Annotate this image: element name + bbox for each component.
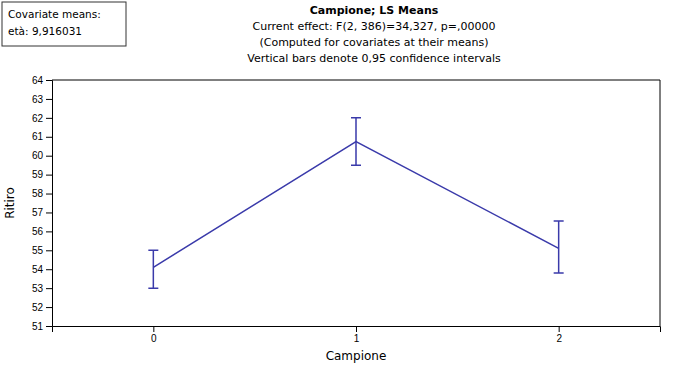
tick: 63: [32, 94, 52, 105]
plot: 0 1 2 51 52 53 54 55 56 57 58 59 60 61 62 63 64: [32, 75, 661, 344]
tick: 51: [32, 321, 52, 332]
y-axis-label: Ritiro: [3, 187, 17, 219]
tick-label: 59: [32, 169, 44, 180]
tick-label: 63: [32, 94, 44, 105]
tick-mark: [46, 99, 52, 100]
tick-mark: [46, 307, 52, 308]
tick-mark: [46, 175, 52, 176]
tick-label: 1: [354, 333, 360, 344]
tick-label: 53: [32, 283, 44, 294]
tick-label: 62: [32, 113, 44, 124]
error-bar: [351, 118, 361, 165]
tick-label: 58: [32, 188, 44, 199]
header: Campione; LS Means Current effect: F(2, 3…: [247, 4, 501, 65]
tick: 58: [32, 188, 52, 199]
subtitle: Current effect: F(2, 386)=34,327, p=,000…: [253, 20, 496, 33]
tick-label: 60: [32, 150, 44, 161]
tick-label: 55: [32, 245, 44, 256]
annotation: età: 9,916031: [8, 25, 82, 37]
tick: 61: [32, 131, 52, 142]
tick-mark: [46, 80, 52, 81]
covariate-annotation: Covariate means: età: 9,916031: [2, 2, 126, 46]
title: Campione; LS Means: [310, 4, 439, 17]
tick-label: 64: [32, 75, 44, 86]
annotation: Covariate means:: [8, 8, 101, 20]
tick-mark: [46, 212, 52, 213]
tick: 60: [32, 150, 52, 161]
tick-mark: [46, 156, 52, 157]
tick: 53: [32, 283, 52, 294]
tick: 0: [151, 326, 157, 344]
tick-mark: [46, 326, 52, 327]
tick-label: 57: [32, 207, 44, 218]
tick-label: 54: [32, 264, 44, 275]
tick: 64: [32, 75, 52, 86]
tick-label: 0: [151, 333, 157, 344]
axis-line: [53, 327, 661, 333]
tick-mark: [46, 288, 52, 289]
tick: 56: [32, 226, 52, 237]
tick-mark: [46, 250, 52, 251]
tick: 62: [32, 113, 52, 124]
tick: 54: [32, 264, 52, 275]
tick: 52: [32, 302, 52, 313]
tick: 57: [32, 207, 52, 218]
tick: 55: [32, 245, 52, 256]
tick: 1: [354, 326, 360, 344]
tick-label: 56: [32, 226, 44, 237]
tick-label: 51: [32, 321, 44, 332]
tick-mark: [46, 231, 52, 232]
tick-label: 52: [32, 302, 44, 313]
tick-mark: [46, 118, 52, 119]
tick-mark: [46, 137, 52, 138]
subtitle: Vertical bars denote 0,95 confidence int…: [247, 52, 501, 65]
tick-mark: [46, 194, 52, 195]
frame: [660, 80, 661, 326]
tick-mark: [153, 326, 154, 332]
chart: Campione; LS Means Current effect: F(2, 3…: [0, 0, 680, 366]
tick-label: 61: [32, 131, 44, 142]
y-axis: 51 52 53 54 55 56 57 58 59 60 61 62 63 64: [32, 75, 53, 332]
tick: 59: [32, 169, 52, 180]
x-axis-label: Campione: [326, 349, 387, 363]
error-bar: [554, 221, 564, 273]
x-axis: 0 1 2: [53, 326, 661, 344]
tick: 2: [556, 326, 562, 344]
subtitle: (Computed for covariates at their means): [259, 36, 488, 49]
tick-mark: [46, 269, 52, 270]
covariate-box: [2, 2, 126, 46]
axis-line: [46, 81, 53, 327]
tick-mark: [356, 326, 357, 332]
frame: [52, 80, 660, 81]
error-bar: [148, 250, 158, 288]
tick-label: 2: [556, 333, 562, 344]
tick-mark: [559, 326, 560, 332]
marks: [148, 118, 563, 288]
